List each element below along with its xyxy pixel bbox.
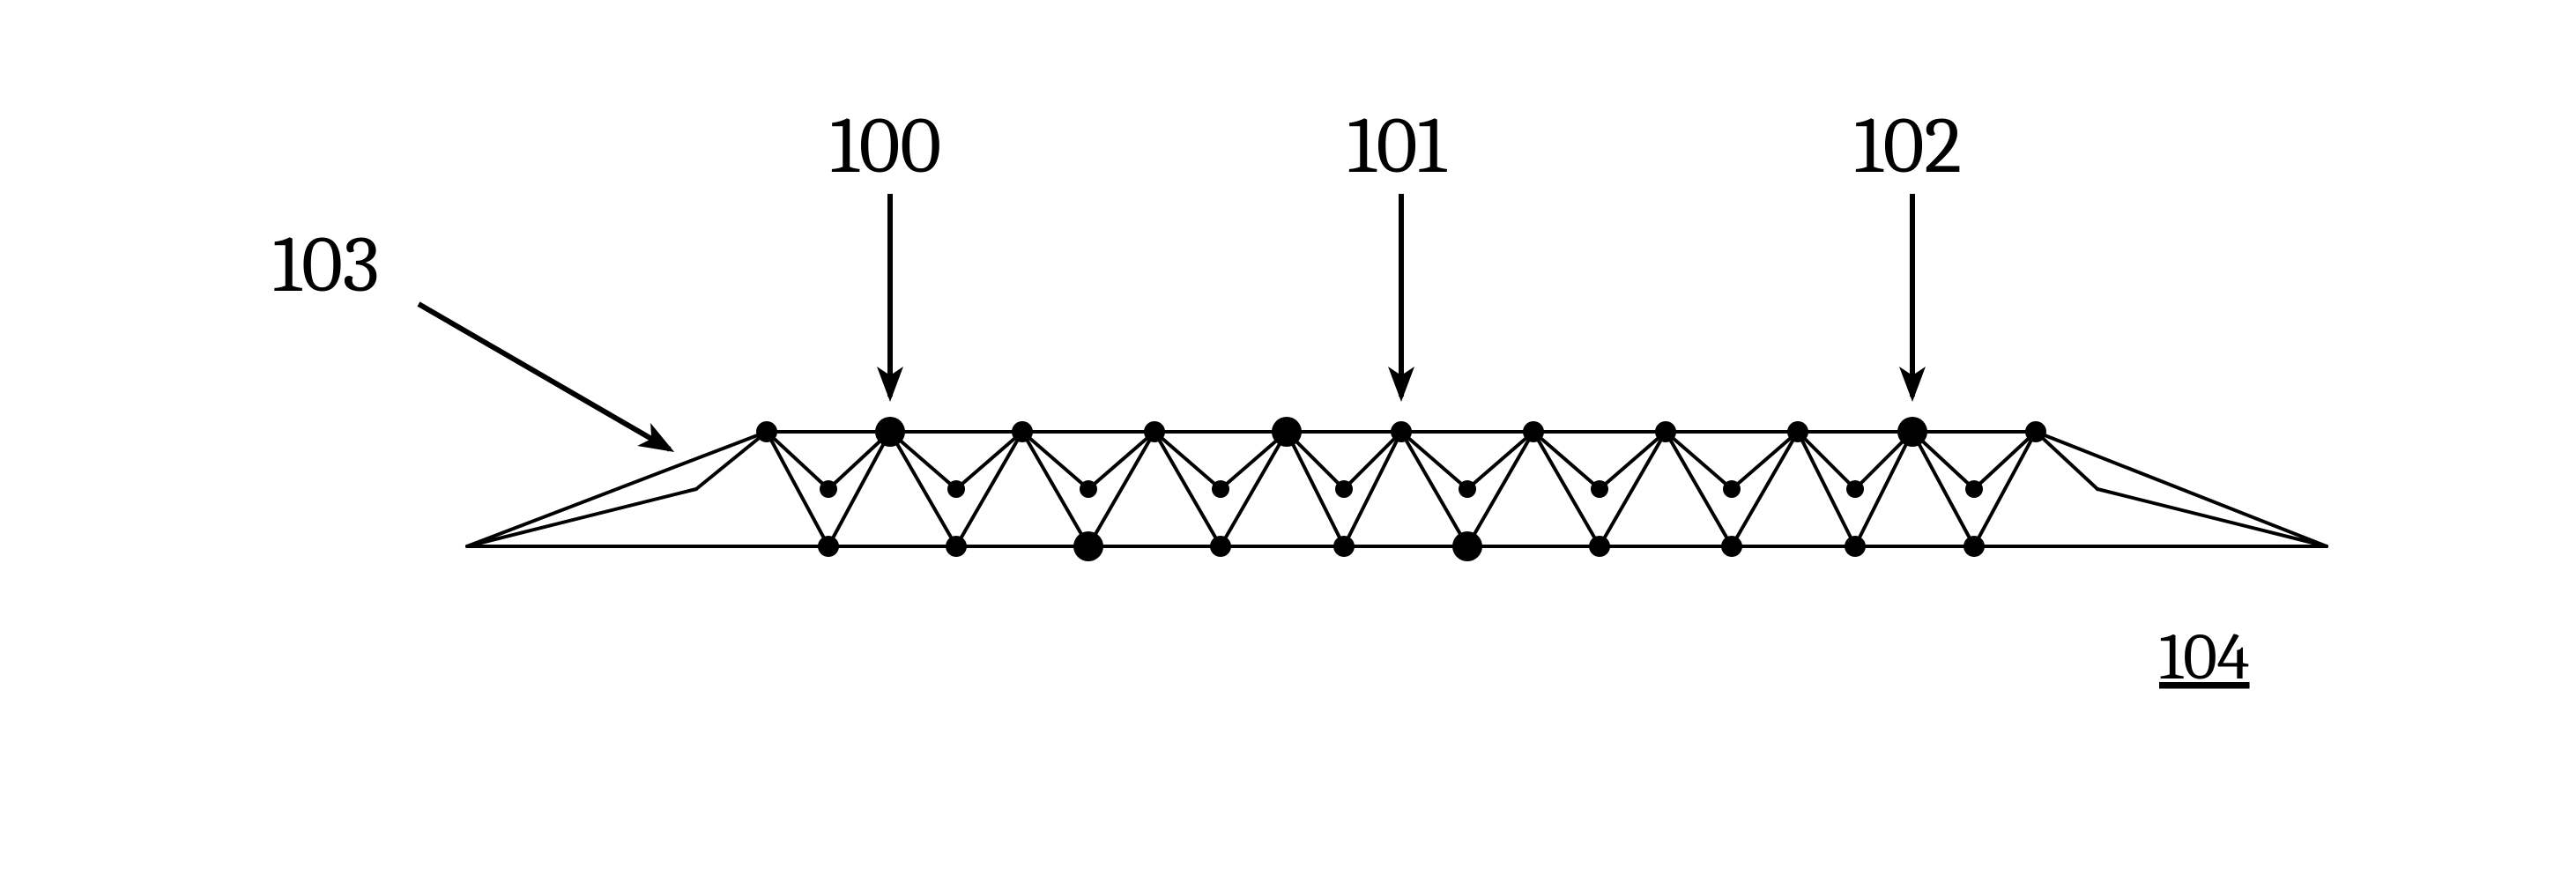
xdiag [767, 432, 828, 546]
node [875, 417, 905, 447]
callout-label-101: 101 [1347, 100, 1447, 192]
diag [1600, 432, 1666, 489]
right-apex-top [2036, 432, 2327, 546]
xdiag [1974, 432, 2036, 546]
xdiag [956, 432, 1022, 546]
node [1965, 480, 1983, 498]
xdiag [1666, 432, 1732, 546]
xdiag [1732, 432, 1798, 546]
xdiag [828, 432, 890, 546]
node [1073, 531, 1103, 561]
node [1335, 480, 1353, 498]
diag [1974, 432, 2036, 489]
xdiag [1088, 432, 1154, 546]
truss-diagram [467, 417, 2327, 561]
diag [1533, 432, 1600, 489]
diag [956, 432, 1022, 489]
node [1459, 480, 1476, 498]
diag [1344, 432, 1401, 489]
node [1591, 480, 1608, 498]
diag [1088, 432, 1154, 489]
xdiag [1467, 432, 1533, 546]
node [756, 421, 777, 442]
callout-label-103: 103 [272, 219, 379, 311]
callouts: 100 101 102 103 [272, 100, 1962, 449]
left-apex-top [467, 432, 767, 546]
xdiag [1600, 432, 1666, 546]
diag [696, 432, 767, 489]
diag [767, 432, 828, 489]
node [820, 480, 837, 498]
xdiag [890, 432, 956, 546]
node [1391, 421, 1412, 442]
node [1333, 536, 1355, 557]
diag [1467, 432, 1533, 489]
node [1452, 531, 1482, 561]
node [1012, 421, 1033, 442]
xdiag [1401, 432, 1467, 546]
diag [1022, 432, 1088, 489]
node [946, 536, 967, 557]
node [1964, 536, 1985, 557]
diag [1154, 432, 1221, 489]
diag [2036, 432, 2097, 489]
node [1212, 480, 1229, 498]
node [1723, 480, 1741, 498]
diag [1732, 432, 1798, 489]
node [1787, 421, 1808, 442]
callout-label-100: 100 [830, 100, 941, 192]
node [947, 480, 965, 498]
node [1897, 417, 1927, 447]
node [1144, 421, 1165, 442]
node [1846, 480, 1864, 498]
callout-label-102: 102 [1854, 100, 1962, 192]
xdiag [1912, 432, 1974, 546]
node [1523, 421, 1544, 442]
node [1721, 536, 1742, 557]
xdiag [1533, 432, 1600, 546]
node [1080, 480, 1097, 498]
diag [1666, 432, 1732, 489]
figure-number: 104 [2159, 619, 2250, 695]
callout-arrow-103 [419, 304, 670, 449]
diag [1798, 432, 1855, 489]
right-apex-mid [2097, 489, 2327, 546]
node [818, 536, 839, 557]
node [2025, 421, 2046, 442]
node [1272, 417, 1302, 447]
left-apex-mid [467, 489, 696, 546]
xdiag [1221, 432, 1287, 546]
node [1845, 536, 1866, 557]
xdiag [1154, 432, 1221, 546]
diag [1401, 432, 1467, 489]
node [1210, 536, 1231, 557]
node [1589, 536, 1610, 557]
node [1655, 421, 1676, 442]
xdiag [1022, 432, 1088, 546]
